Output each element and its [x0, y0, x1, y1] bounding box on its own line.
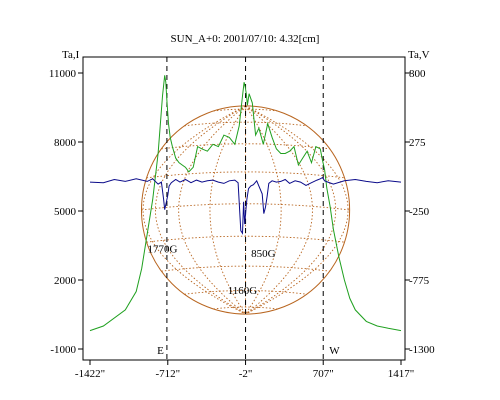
disk-longitude-line — [245, 105, 313, 315]
left-tick-label: 11000 — [49, 68, 77, 80]
disk-latitude-line — [146, 171, 345, 179]
annotation-label: 1160G — [228, 285, 258, 297]
disk-longitude-line — [245, 105, 336, 315]
left-axis-label: Ta,I — [62, 49, 80, 61]
plot-frame — [82, 56, 406, 361]
left-tick-label: 2000 — [54, 275, 77, 287]
disk-longitude-line — [245, 105, 282, 315]
series-line-intensity — [89, 75, 402, 332]
series-line-polarization — [89, 176, 402, 235]
annotations: 1770G 1160G 850G — [148, 243, 276, 296]
x-tick-label: -712" — [155, 368, 180, 380]
disk-longitude-line — [178, 105, 246, 315]
right-tick-label: 275 — [409, 137, 426, 149]
annotation-label: 1770G — [148, 243, 178, 255]
x-tick-label: -1422" — [75, 368, 105, 380]
left-tick-label: 8000 — [54, 137, 77, 149]
disk-longitude-line — [155, 105, 246, 315]
right-axis-label: Ta,V — [408, 49, 430, 61]
x-tick-label: 1417" — [388, 368, 415, 380]
disk-longitude-line — [142, 105, 246, 315]
limb-label-e: E — [157, 345, 164, 357]
disk-latitude-line — [184, 290, 307, 295]
right-tick-label: 800 — [409, 68, 426, 80]
left-tick-label: -1000 — [50, 344, 76, 356]
series-group — [89, 75, 402, 332]
disk-latitude-line — [141, 203, 350, 211]
right-tick-label: -250 — [409, 206, 430, 218]
x-tick-label: -2" — [239, 368, 253, 380]
disk-longitude-line — [209, 105, 246, 315]
annotation-label: 850G — [251, 248, 276, 260]
chart-title: SUN_A+0: 2001/07/10: 4.32[cm] — [171, 33, 320, 45]
limb-label-w: W — [329, 345, 340, 357]
right-tick-label: -1300 — [409, 344, 435, 356]
axis-ticks: -1422" -712" -2" 707" 1417" 11000 8000 5000 2000… — [49, 68, 435, 380]
x-tick-label: 707" — [313, 368, 334, 380]
disk-latitude-line — [161, 143, 330, 150]
left-tick-label: 5000 — [54, 206, 77, 218]
right-tick-label: -775 — [409, 275, 430, 287]
disk-latitude-line — [213, 108, 278, 112]
disk-latitude-line — [213, 306, 278, 310]
disk-latitude-line — [184, 121, 307, 127]
